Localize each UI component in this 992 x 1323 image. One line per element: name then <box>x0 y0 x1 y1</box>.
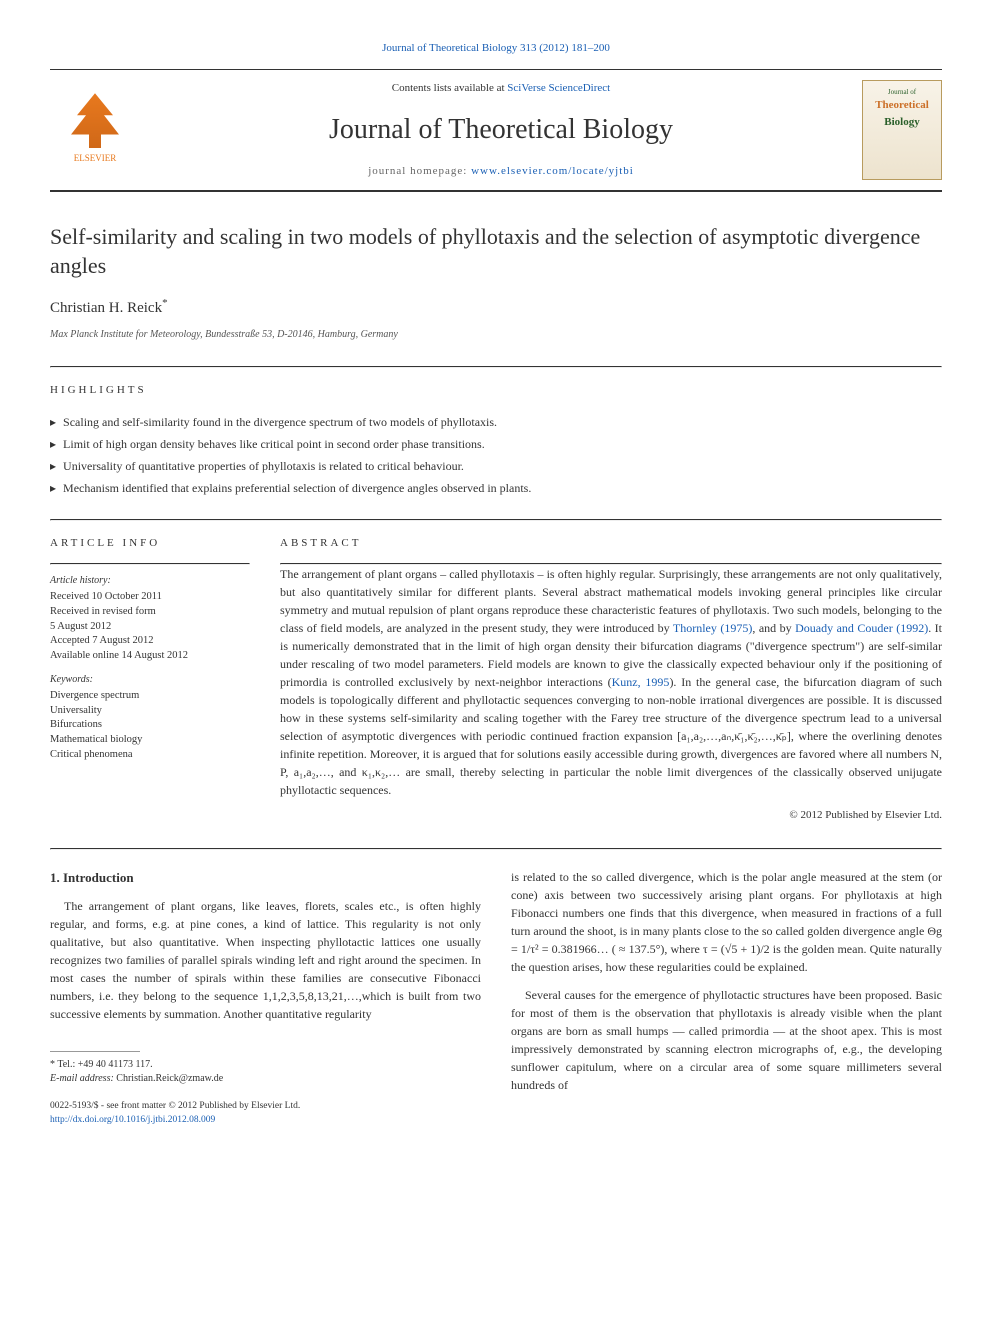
history-text: Received 10 October 2011 Received in rev… <box>50 590 250 663</box>
homepage-link[interactable]: www.elsevier.com/locate/yjtbi <box>471 165 634 177</box>
journal-homepage-line: journal homepage: www.elsevier.com/locat… <box>140 163 862 180</box>
ref-douady[interactable]: Douady and Couder (1992) <box>795 621 928 635</box>
contents-available-line: Contents lists available at SciVerse Sci… <box>140 80 862 97</box>
journal-header-box: ELSEVIER Contents lists available at Sci… <box>50 69 942 192</box>
cover-line1: Journal of <box>888 87 916 98</box>
corresponding-marker: * <box>162 297 168 309</box>
body-column-right: is related to the so called divergence, … <box>511 868 942 1127</box>
cover-line2: Theoretical <box>875 97 929 114</box>
publisher-name: ELSEVIER <box>74 152 117 166</box>
highlight-item: Universality of quantitative properties … <box>50 455 942 477</box>
issn-line: 0022-5193/$ - see front matter © 2012 Pu… <box>50 1100 481 1113</box>
keywords-heading: Keywords: <box>50 672 250 687</box>
sciencedirect-link[interactable]: SciVerse ScienceDirect <box>507 82 610 94</box>
doi-link[interactable]: http://dx.doi.org/10.1016/j.jtbi.2012.08… <box>50 1115 215 1125</box>
highlight-item: Limit of high organ density behaves like… <box>50 433 942 455</box>
body-columns: 1. Introduction The arrangement of plant… <box>50 868 942 1127</box>
divider <box>50 366 942 368</box>
ref-thornley[interactable]: Thornley (1975) <box>673 621 752 635</box>
body-paragraph: is related to the so called divergence, … <box>511 868 942 976</box>
citation-line: Journal of Theoretical Biology 313 (2012… <box>50 40 942 57</box>
body-column-left: 1. Introduction The arrangement of plant… <box>50 868 481 1127</box>
copyright-line: © 2012 Published by Elsevier Ltd. <box>280 807 942 824</box>
journal-center-block: Contents lists available at SciVerse Sci… <box>140 80 862 179</box>
author-affiliation: Max Planck Institute for Meteorology, Bu… <box>50 327 942 342</box>
body-divider <box>50 848 942 850</box>
abstract-column: ABSTRACT The arrangement of plant organs… <box>280 521 942 824</box>
ref-kunz[interactable]: Kunz, 1995 <box>612 675 670 689</box>
journal-cover-thumbnail: Journal of Theoretical Biology <box>862 80 942 180</box>
article-title: Self-similarity and scaling in two model… <box>50 222 942 281</box>
citation-link[interactable]: Journal of Theoretical Biology 313 (2012… <box>382 42 610 54</box>
abstract-text: The arrangement of plant organs – called… <box>280 565 942 799</box>
highlights-list: Scaling and self-similarity found in the… <box>50 411 942 499</box>
abstract-label: ABSTRACT <box>280 535 942 552</box>
journal-name: Journal of Theoretical Biology <box>140 109 862 151</box>
history-heading: Article history: <box>50 573 250 588</box>
elsevier-tree-icon <box>65 93 125 148</box>
info-abstract-row: ARTICLE INFO Article history: Received 1… <box>50 521 942 824</box>
footnote-separator <box>50 1051 140 1052</box>
body-paragraph: The arrangement of plant organs, like le… <box>50 897 481 1023</box>
divider <box>50 563 250 565</box>
highlight-item: Mechanism identified that explains prefe… <box>50 477 942 499</box>
body-paragraph: Several causes for the emergence of phyl… <box>511 986 942 1094</box>
footnote-email: E-mail address: Christian.Reick@zmaw.de <box>50 1072 481 1086</box>
keywords-text: Divergence spectrum Universality Bifurca… <box>50 689 250 762</box>
elsevier-logo: ELSEVIER <box>50 85 140 175</box>
highlight-item: Scaling and self-similarity found in the… <box>50 411 942 433</box>
cover-line3: Biology <box>884 114 919 131</box>
footnote-tel: * Tel.: +49 40 41173 117. <box>50 1058 481 1072</box>
highlights-label: HIGHLIGHTS <box>50 382 942 399</box>
section-heading: 1. Introduction <box>50 868 481 888</box>
bottom-meta: 0022-5193/$ - see front matter © 2012 Pu… <box>50 1100 481 1127</box>
author-name: Christian H. Reick* <box>50 295 942 320</box>
article-info-label: ARTICLE INFO <box>50 535 250 552</box>
article-info-column: ARTICLE INFO Article history: Received 1… <box>50 521 250 824</box>
